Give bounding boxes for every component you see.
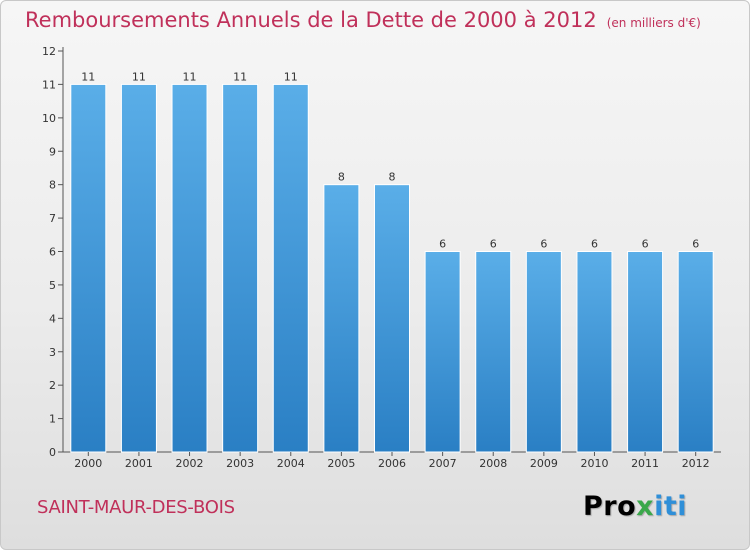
x-tick-label-2001: 2001: [125, 457, 153, 470]
chart-title-text: Remboursements Annuels de la Dette de 20…: [25, 8, 597, 32]
value-label-2008: 6: [490, 238, 497, 251]
value-label-2006: 8: [389, 171, 396, 184]
x-tick-label-2003: 2003: [226, 457, 254, 470]
bar-2011: [627, 251, 664, 453]
bar-2004: [272, 83, 309, 453]
y-tick-label: 1: [49, 413, 56, 426]
x-tick-label-2010: 2010: [580, 457, 608, 470]
x-tick-label-2012: 2012: [682, 457, 710, 470]
value-label-2001: 11: [132, 70, 146, 83]
bar-layer: 11 2000 11 2001 11 2002 11 2003 11 2004 8 2005 8 2006…: [70, 70, 714, 470]
value-label-2009: 6: [540, 238, 547, 251]
x-tick-label-2004: 2004: [277, 457, 305, 470]
x-tick-label-2002: 2002: [176, 457, 204, 470]
bar-2002: [171, 83, 208, 453]
value-label-2002: 11: [183, 70, 197, 83]
y-tick-label: 2: [49, 379, 56, 392]
x-tick-label-2006: 2006: [378, 457, 406, 470]
value-label-2004: 11: [284, 70, 298, 83]
commune-name: SAINT-MAUR-DES-BOIS: [37, 497, 235, 518]
value-label-2010: 6: [591, 238, 598, 251]
bar-2010: [576, 251, 613, 453]
bar-2005: [323, 184, 360, 453]
logo-part-3: iti: [654, 491, 687, 522]
logo-part-2: x: [636, 491, 655, 522]
y-tick-label: 9: [49, 145, 56, 158]
bar-2007: [424, 251, 461, 453]
logo-part-1: Pro: [583, 491, 637, 522]
y-tick-label: 3: [49, 346, 56, 359]
value-label-2011: 6: [642, 238, 649, 251]
y-tick-label: 7: [49, 212, 56, 225]
value-label-2012: 6: [692, 238, 699, 251]
value-label-2000: 11: [81, 70, 95, 83]
y-tick-label: 10: [42, 112, 56, 125]
value-label-2005: 8: [338, 171, 345, 184]
y-tick-label: 4: [49, 312, 56, 325]
proxiti-logo: Proxiti: [583, 491, 687, 522]
y-tick-label: 5: [49, 279, 56, 292]
chart-unit: (en milliers d'€): [606, 16, 701, 30]
x-tick-label-2000: 2000: [74, 457, 102, 470]
y-tick-label: 11: [42, 78, 56, 91]
x-tick-label-2008: 2008: [479, 457, 507, 470]
y-tick-label: 12: [42, 45, 56, 58]
x-tick-label-2005: 2005: [327, 457, 355, 470]
x-tick-label-2009: 2009: [530, 457, 558, 470]
bar-2001: [120, 83, 157, 453]
x-tick-label-2007: 2007: [429, 457, 457, 470]
x-tick-label-2011: 2011: [631, 457, 659, 470]
y-tick-label: 6: [49, 246, 56, 259]
y-tick-label: 8: [49, 179, 56, 192]
value-label-2003: 11: [233, 70, 247, 83]
y-tick-label: 0: [49, 446, 56, 459]
bar-2006: [374, 184, 410, 453]
bar-2012: [677, 251, 714, 453]
bar-2009: [525, 251, 562, 453]
value-label-2007: 6: [439, 238, 446, 251]
bar-2008: [475, 251, 512, 453]
bar-2003: [222, 83, 259, 453]
bar-2000: [70, 83, 107, 453]
chart-title: Remboursements Annuels de la Dette de 20…: [25, 8, 701, 32]
